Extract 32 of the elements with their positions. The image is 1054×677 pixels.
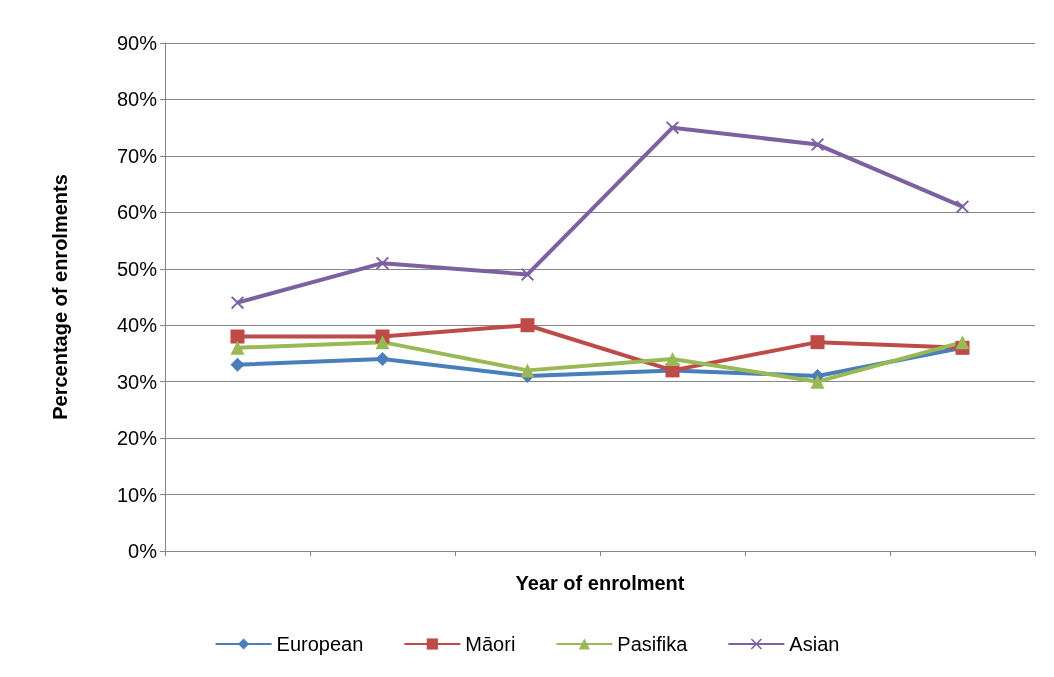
point bbox=[230, 340, 245, 355]
point bbox=[520, 318, 535, 333]
y-tick-label: 0% bbox=[128, 540, 158, 562]
legend-label: European bbox=[276, 633, 364, 655]
x-axis-title: Year of enrolment bbox=[515, 572, 685, 594]
y-tick-label: 30% bbox=[116, 370, 158, 393]
point bbox=[810, 335, 825, 350]
point bbox=[811, 138, 824, 152]
point bbox=[666, 121, 679, 135]
legend-label: Asian bbox=[789, 633, 840, 655]
y-tick-label: 20% bbox=[116, 427, 158, 450]
y-tick-label: 70% bbox=[116, 144, 158, 167]
point bbox=[520, 363, 535, 378]
y-tick-label: 60% bbox=[116, 201, 158, 224]
point bbox=[230, 329, 245, 344]
y-tick-label: 50% bbox=[116, 257, 158, 280]
y-tick-label: 40% bbox=[116, 314, 158, 337]
y-tick-label: 10% bbox=[116, 483, 158, 506]
point bbox=[231, 296, 244, 310]
point bbox=[665, 352, 680, 367]
point bbox=[521, 267, 534, 281]
point bbox=[375, 335, 390, 350]
legend-label: Māori bbox=[465, 633, 516, 655]
legend-label: Pasifika bbox=[617, 633, 689, 655]
point bbox=[230, 357, 245, 372]
point bbox=[955, 335, 970, 350]
point bbox=[375, 352, 390, 367]
y-tick-label: 80% bbox=[116, 88, 158, 111]
y-axis-title: Percentage of enrolments bbox=[49, 174, 71, 420]
y-tick-label: 90% bbox=[116, 32, 158, 54]
point bbox=[956, 200, 969, 214]
point bbox=[810, 374, 825, 389]
